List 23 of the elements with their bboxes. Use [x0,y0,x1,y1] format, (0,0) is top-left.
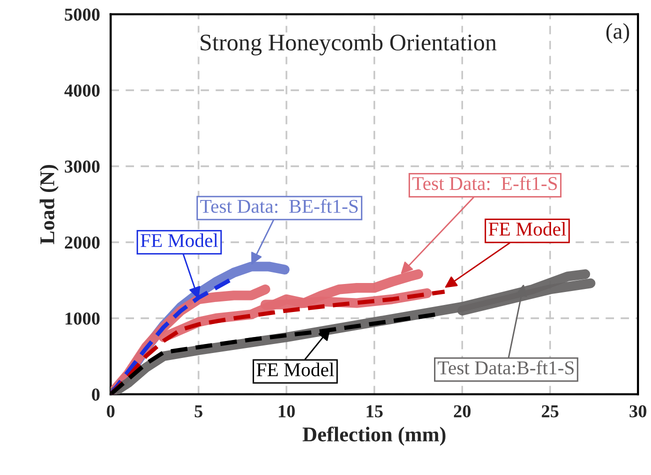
x-tick-label: 20 [454,405,471,418]
x-tick-label: 25 [542,405,558,418]
annotation: Test Data:B-ft1-S [438,360,574,374]
text: Strong Honeycomb Orientation [200,34,496,56]
y-tick-label: 4000 [64,84,100,97]
y-tick-label: 2000 [64,236,100,249]
annotation: FE Model [256,362,334,376]
x-tick-label: 5 [194,405,202,418]
y-tick-label: 0 [92,388,100,401]
y-tick-label: 3000 [64,160,100,173]
x-tick-label: 0 [106,405,114,418]
x-tick-label: 30 [630,405,646,418]
y-tick-label: 1000 [66,312,100,325]
annotation: FE Model [488,222,566,236]
y-tick-label: 5000 [64,8,100,21]
x-tick-label: 10 [278,405,295,418]
annotation: Test Data: E-ft1-S [412,176,557,190]
annotation: Test Data: BE-ft1-S [200,199,358,213]
x-axis-title: Deflection (mm) [302,426,446,446]
annotation: FE Model [140,233,218,248]
x-tick-label: 15 [366,405,383,418]
y-axis-title: Load (N) [40,164,59,244]
annotation: (a) [606,23,630,44]
